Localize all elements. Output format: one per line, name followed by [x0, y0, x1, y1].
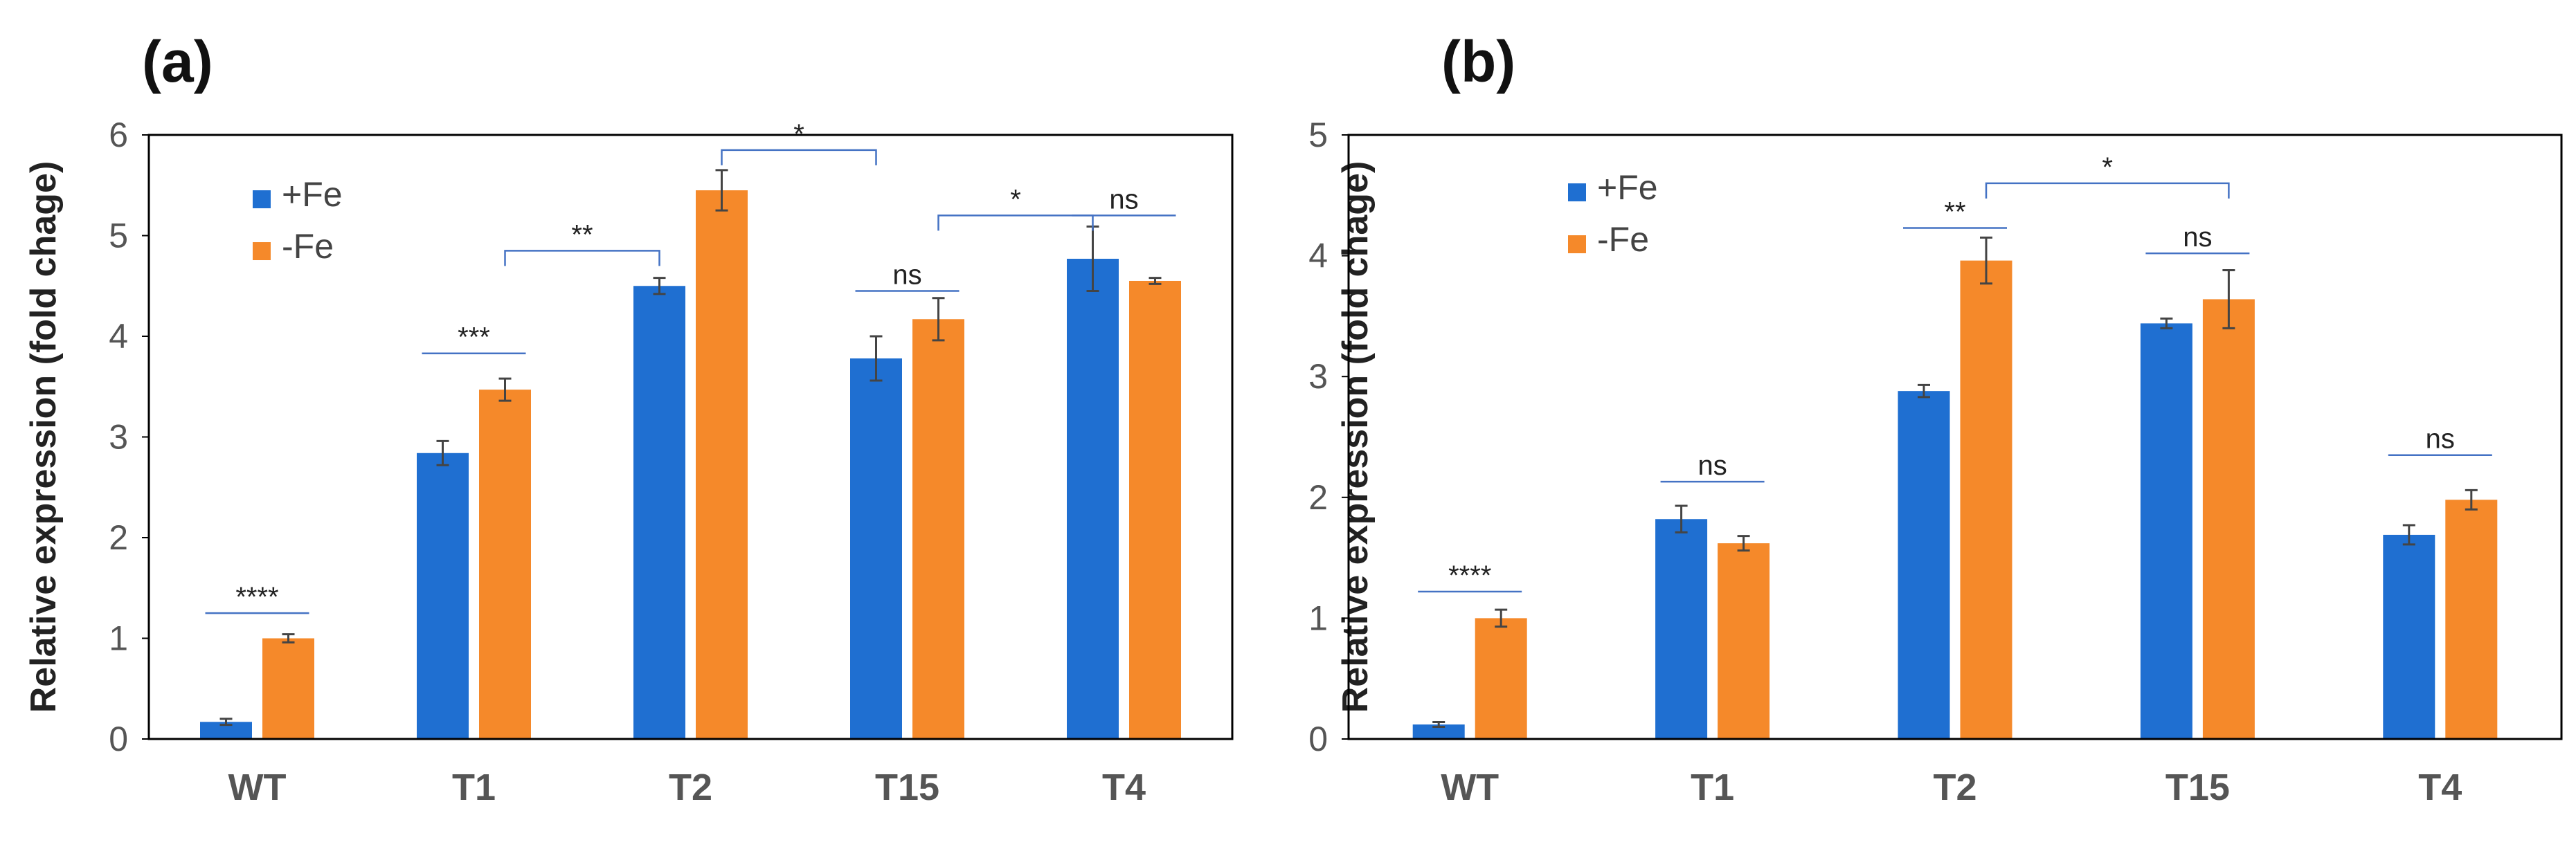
y-tick-label: 5: [109, 217, 128, 255]
x-category-label: T1: [1691, 767, 1734, 808]
legend-swatch: [1568, 183, 1586, 201]
bar-fe-plus-t15: [850, 358, 902, 739]
bar-fe-plus-t1: [1655, 519, 1708, 739]
y-tick-label: 2: [109, 518, 128, 557]
bar-fe-minus-t1: [1718, 543, 1770, 739]
y-tick-label: 3: [109, 418, 128, 457]
bar-fe-minus-wt: [1475, 618, 1527, 739]
x-category-label: WT: [1441, 767, 1499, 808]
significance-label: **: [1944, 197, 1965, 227]
y-tick-label: 4: [1308, 237, 1328, 275]
bar-fe-plus-wt: [1412, 724, 1465, 739]
bar-fe-plus-t2: [1898, 391, 1950, 739]
y-axis-label: Relative expression (fold chage): [24, 161, 64, 713]
legend-label: -Fe: [1597, 220, 1649, 259]
legend-label: +Fe: [1597, 168, 1658, 207]
significance-bracket: [504, 250, 660, 266]
plot-frame: [147, 134, 1234, 740]
bar-fe-minus-t4: [1129, 280, 1181, 740]
bar-fe-minus-t2: [696, 190, 748, 739]
significance-label: *: [1010, 184, 1021, 214]
panel-b: (b) Relative expression (fold chage)0 1 2 3 4…: [1308, 29, 2563, 808]
bar-fe-minus-t15: [2202, 299, 2255, 739]
y-tick-label: 6: [109, 116, 128, 154]
legend-label: -Fe: [282, 227, 334, 266]
y-axis-label: Relative expression (fold chage): [1335, 161, 1376, 713]
y-tick-label: 2: [1308, 478, 1328, 517]
y-tick-label: 0: [1308, 720, 1328, 758]
y-tick-label: 4: [109, 317, 128, 356]
y-tick-label: 3: [1308, 357, 1328, 396]
bar-fe-minus-t4: [2445, 500, 2498, 739]
bar-fe-plus-t2: [633, 286, 685, 739]
y-tick-label: 5: [1308, 116, 1328, 154]
x-category-label: T2: [669, 767, 712, 808]
significance-label: **: [571, 219, 593, 250]
bar-fe-plus-t15: [2140, 323, 2192, 740]
bar-fe-minus-t2: [1960, 260, 2012, 740]
legend-swatch: [253, 242, 271, 260]
significance-label: ns: [1697, 450, 1727, 481]
panel-label: (a): [142, 29, 213, 94]
bar-fe-plus-t1: [417, 453, 469, 739]
significance-label: *: [2102, 152, 2113, 183]
bar-fe-minus-t1: [479, 390, 531, 739]
y-tick-label: 0: [109, 720, 128, 758]
significance-label: ****: [235, 582, 278, 612]
panel-a: (a) Relative expression (fold chage) 0 1 2 3 4…: [24, 29, 1234, 808]
panel-label: (b): [1441, 29, 1515, 94]
y-tick-label: 1: [1308, 599, 1328, 637]
significance-label: *: [793, 119, 804, 149]
significance-bracket: [721, 149, 877, 165]
legend-label: +Fe: [282, 175, 343, 214]
x-category-label: T2: [1933, 767, 1976, 808]
bar-fe-minus-wt: [262, 638, 314, 739]
bar-fe-minus-t15: [912, 319, 964, 739]
legend-swatch: [253, 190, 271, 208]
x-category-label: T1: [452, 767, 496, 808]
plot-frame: [1347, 134, 2563, 740]
x-category-label: WT: [228, 767, 287, 808]
significance-bracket: [937, 214, 1094, 231]
bar-fe-plus-t4: [1067, 258, 1119, 740]
significance-label: ns: [2183, 222, 2212, 253]
significance-label: ns: [2426, 424, 2455, 455]
x-category-label: T15: [2165, 767, 2230, 808]
significance-label: ***: [458, 322, 490, 353]
x-category-label: T4: [2418, 767, 2462, 808]
significance-label: ****: [1448, 560, 1491, 591]
bar-fe-plus-t4: [2383, 534, 2435, 739]
x-category-label: T4: [1102, 767, 1146, 808]
significance-label: ns: [892, 260, 921, 291]
legend-swatch: [1568, 235, 1586, 253]
x-category-label: T15: [875, 767, 939, 808]
significance-bracket: [1985, 182, 2230, 199]
y-tick-label: 1: [109, 619, 128, 658]
significance-label: ns: [1109, 184, 1138, 214]
